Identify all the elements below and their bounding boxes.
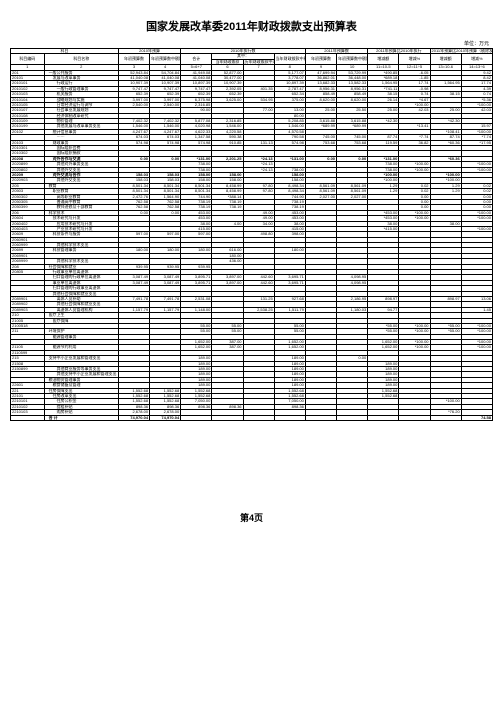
cell-value (212, 415, 243, 420)
col-header: 当年财政拨款中剔除发改委基建投资数 (274, 54, 305, 65)
table-header: 科目2010年预算2010年执行数2011年预算数2011年预算比2010年执行… (11, 49, 493, 71)
col-header: 年初预算数 (118, 54, 149, 65)
page-number: 第4页 (10, 511, 493, 544)
cell-value (274, 415, 305, 420)
cell-name: 合 计 (44, 415, 118, 420)
budget-table: 科目2010年预算2010年执行数2011年预算数2011年预算比2010年执行… (10, 48, 493, 421)
col-header: 年初预算数 (305, 54, 336, 65)
table-body: 201一般公共服务52,943.8454,704.8441,949.0852,8… (11, 70, 493, 420)
cell-code (11, 415, 45, 420)
table-row: 合 计74,970.0474,970.0474.58 (11, 415, 493, 420)
col-header: 增减额 (368, 54, 399, 65)
cell-value (305, 415, 336, 420)
col-header: 增减% (399, 54, 430, 65)
cell-value (181, 415, 212, 420)
cell-value: 74.58 (461, 415, 492, 420)
col-header: 年初预算数中剔除发改委基建支出 (150, 54, 181, 65)
cell-value (430, 415, 461, 420)
col-header: 2011年预算比2010年执行 (368, 49, 430, 54)
cell-value: 74,970.04 (150, 415, 181, 420)
col-header: 年初预算数中剔除发改委基建支出 (337, 54, 368, 65)
cell-value: 74,970.04 (118, 415, 149, 420)
col-header: 增减% (461, 54, 492, 65)
cell-value (399, 415, 430, 420)
page-title: 国家发展改革委2011年财政拨款支出预算表 (10, 18, 493, 34)
col-header: 当年财政拨款 (212, 59, 243, 64)
col-header: 科目编码 (11, 54, 45, 65)
col-header: 合计 (181, 54, 212, 65)
unit-label: 单位：万元 (10, 40, 489, 47)
col-header: 增减额 (430, 54, 461, 65)
col-header: 科目名称 (44, 54, 118, 65)
cell-value (337, 415, 368, 420)
col-header: 历年财政拨款中未列支数 (243, 59, 274, 64)
cell-value (243, 415, 274, 420)
col-header: 2011年预算比2010年预算（剔除发改委支出数） (430, 49, 492, 54)
cell-value (368, 415, 399, 420)
